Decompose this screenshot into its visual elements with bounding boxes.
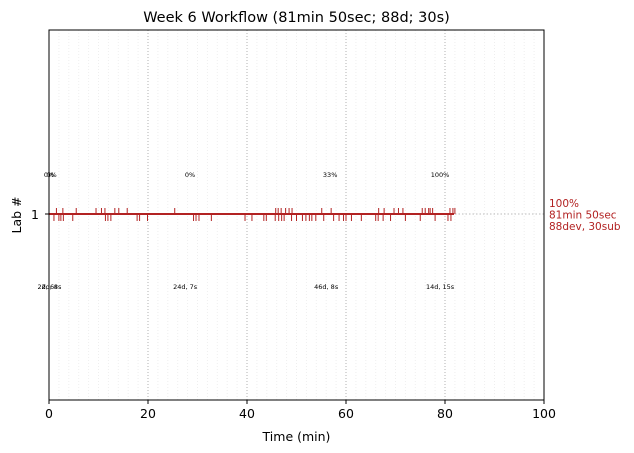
y-axis-ticks: 1 <box>31 207 49 222</box>
plot-frame <box>48 29 545 401</box>
annotation-duration: 2d, 8s <box>42 283 63 291</box>
annotation-duration: 2d, 6s <box>38 283 59 291</box>
summary-counts: 88dev, 30sub <box>549 221 621 233</box>
x-tick-label: 20 <box>140 406 156 421</box>
annotation-duration: 46d, 8s <box>314 283 339 291</box>
events-down <box>53 214 452 221</box>
x-tick-label: 100 <box>532 406 556 421</box>
x-tick-label: 40 <box>239 406 255 421</box>
annotation-duration: 24d, 7s <box>173 283 198 291</box>
annotation-percent: 100% <box>431 171 450 179</box>
right-summary-label: 100% 81min 50sec 88dev, 30sub <box>549 198 621 233</box>
annotation-duration: 14d, 15s <box>426 283 455 291</box>
x-tick-label: 80 <box>437 406 453 421</box>
annotation-percent: 0% <box>46 171 56 179</box>
summary-percent: 100% <box>549 198 579 210</box>
annotation-percent: 0% <box>44 171 54 179</box>
y-tick-label: 1 <box>31 207 39 222</box>
y-axis-label: Lab # <box>9 196 24 233</box>
annotation-percent: 33% <box>323 171 337 179</box>
chart-title: Week 6 Workflow (81min 50sec; 88d; 30s) <box>143 10 450 26</box>
x-tick-label: 60 <box>338 406 354 421</box>
annotation-percent: 0% <box>185 171 195 179</box>
x-axis-ticks: 0 20 40 60 80 100 <box>45 400 556 421</box>
x-axis-label: Time (min) <box>262 429 331 444</box>
x-tick-label: 0 <box>45 406 53 421</box>
summary-duration: 81min 50sec <box>549 210 617 222</box>
annotations-top: 0%0% 0% 33% 100% <box>44 171 450 179</box>
